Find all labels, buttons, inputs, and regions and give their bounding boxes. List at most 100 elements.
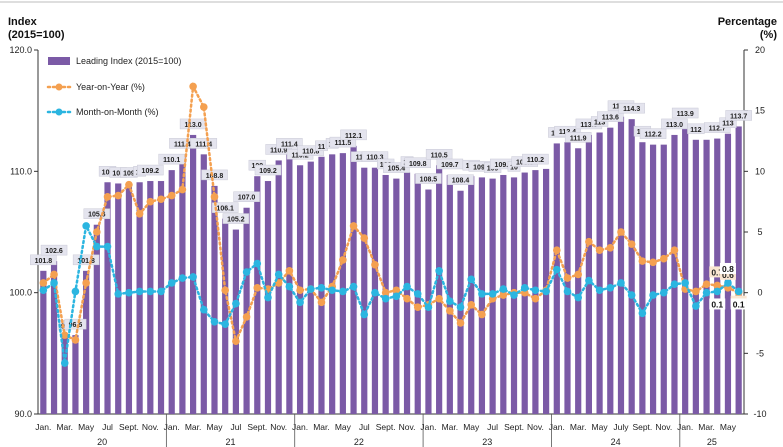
index-value-label: 113.7 <box>730 113 747 120</box>
index-bar <box>200 154 207 414</box>
index-value-label: 108.5 <box>420 177 438 184</box>
index-value-label: 101.8 <box>35 258 53 265</box>
index-value-label: 105.2 <box>227 217 245 224</box>
mom-point <box>50 279 58 287</box>
yoy-point <box>317 298 326 307</box>
mom-point <box>103 242 112 251</box>
yoy-point <box>50 270 58 279</box>
mom-point <box>339 287 347 296</box>
mom-point <box>692 302 700 310</box>
yoy-point <box>702 280 711 288</box>
x-month-label: Sept. <box>247 422 267 432</box>
mom-point <box>403 282 411 291</box>
yoy-point <box>349 222 358 230</box>
yoy-point <box>403 294 411 303</box>
x-month-label: Mar. <box>313 422 330 432</box>
yoy-point <box>296 286 304 295</box>
right-tick-label: 20 <box>755 45 765 55</box>
yoy-point <box>221 286 229 295</box>
index-bar <box>671 134 678 414</box>
mom-point <box>200 305 208 314</box>
index-bar <box>575 148 582 414</box>
x-month-label: Mar. <box>185 422 202 432</box>
index-value-label: 110.9 <box>270 147 287 154</box>
yoy-point <box>413 303 422 312</box>
yoy-point <box>371 260 379 269</box>
index-value-label: 113.0 <box>666 122 683 129</box>
yoy-point <box>692 287 700 296</box>
index-value-label: 108 <box>112 170 124 177</box>
x-year-label: 21 <box>226 437 236 447</box>
index-value-label: 107.0 <box>238 195 256 202</box>
x-month-label: Jan. <box>35 422 51 432</box>
legend-bar-label: Leading Index (2015=100) <box>76 56 181 66</box>
yoy-point <box>360 234 369 242</box>
index-value-label: 109.2 <box>259 168 277 175</box>
index-value-label: 112.1 <box>345 133 362 140</box>
x-year-label: 24 <box>611 437 621 447</box>
index-label-box <box>190 138 218 149</box>
mom-callout-label: 0.8 <box>722 264 734 274</box>
index-value-label: 105.6 <box>88 212 106 219</box>
x-month-label: Nov. <box>270 422 287 432</box>
legend-mom-label: Month-on-Month (%) <box>76 107 159 117</box>
legend-yoy-label: Year-on-Year (%) <box>76 82 145 92</box>
mom-point <box>71 287 80 296</box>
index-bar <box>147 181 154 414</box>
index-value-label: 101.8 <box>77 258 95 265</box>
yoy-point <box>638 257 647 265</box>
mom-point <box>253 259 262 268</box>
index-label-box <box>222 213 250 224</box>
index-bar <box>436 165 443 414</box>
mom-point <box>93 242 101 251</box>
index-value-label: 113.0 <box>185 122 202 129</box>
mom-point <box>531 286 540 295</box>
yoy-point <box>39 279 48 287</box>
right-tick-label: 10 <box>755 166 765 176</box>
mom-point <box>135 287 144 296</box>
index-bar <box>649 144 657 414</box>
index-bar <box>446 174 453 414</box>
yoy-point <box>232 337 240 346</box>
index-bar <box>211 185 218 414</box>
index-bar <box>553 143 560 414</box>
mom-point <box>595 286 604 295</box>
mom-callout-box <box>709 298 726 310</box>
x-month-label: Jan. <box>549 422 565 432</box>
mom-point <box>82 222 90 230</box>
mom-point <box>627 291 636 299</box>
yoy-point <box>210 193 219 201</box>
mom-point <box>638 309 647 318</box>
left-tick-label: 100.0 <box>9 288 32 298</box>
yoy-point <box>178 185 187 194</box>
mom-point <box>424 303 433 312</box>
index-value-label: 114.3 <box>623 106 640 113</box>
index-value-label: 111.4 <box>281 141 298 148</box>
index-value-label: 110.5 <box>431 152 448 159</box>
index-value-label: 112 <box>690 127 701 134</box>
index-bar <box>104 182 111 414</box>
yoy-point <box>435 294 443 303</box>
mom-point <box>413 290 422 298</box>
index-label-box <box>618 102 645 114</box>
mom-point <box>125 288 133 297</box>
mom-callout-label: 0.1 <box>733 299 745 309</box>
index-label-box <box>83 208 111 219</box>
index-bar <box>628 119 635 414</box>
right-axis-title-line1: Percentage <box>717 16 777 28</box>
yoy-point <box>627 240 636 248</box>
yoy-point <box>285 267 294 275</box>
index-value-label: 113.9 <box>677 111 694 118</box>
mom-point <box>264 293 272 302</box>
x-month-label: May <box>335 422 352 432</box>
x-month-label: Jan. <box>677 422 693 432</box>
index-value-label: 105.4 <box>388 166 406 173</box>
x-month-label: Jan. <box>292 422 308 432</box>
index-bar <box>596 132 603 415</box>
x-month-label: Sept. <box>632 422 652 432</box>
index-value-label: 110.8 <box>302 149 319 156</box>
yoy-point <box>135 210 144 218</box>
x-year-label: 23 <box>482 437 492 447</box>
mom-point <box>553 265 561 274</box>
